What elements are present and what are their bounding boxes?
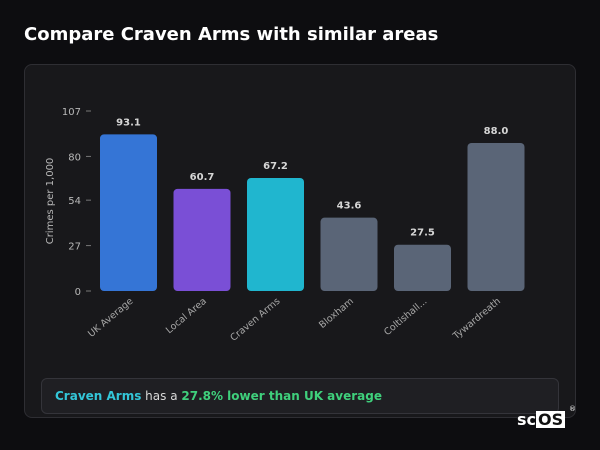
x-tick-label: Bloxham: [317, 296, 356, 331]
page-title: Compare Craven Arms with similar areas: [24, 24, 439, 45]
bar-value-label: 67.2: [263, 161, 288, 172]
chart-card: 0 27 54 80 107 Crimes per 1,000 93.1 UK Average…: [24, 64, 576, 418]
brand-suffix: OS: [536, 410, 566, 429]
bar: [320, 217, 378, 291]
callout-text: has a: [141, 389, 182, 403]
x-tick-label: Local Area: [164, 296, 209, 336]
x-tick-label: UK Average: [86, 296, 135, 340]
x-tick-label: Tywardreath: [450, 296, 503, 343]
brand-logo: sc OS ®: [517, 405, 576, 429]
comparison-callout: Craven Arms has a 27.8% lower than UK av…: [41, 378, 559, 414]
bar: [100, 134, 157, 291]
bar: [467, 142, 525, 291]
bar: [247, 177, 304, 291]
brand-prefix: sc: [517, 410, 537, 429]
bar: [394, 244, 451, 291]
callout-area-name: Craven Arms: [55, 389, 142, 403]
callout-statistic: 27.8% lower than UK average: [181, 389, 382, 403]
y-tick-label: 107: [62, 107, 81, 118]
bar-value-label: 60.7: [190, 172, 215, 183]
y-tick-label: 80: [68, 152, 81, 163]
x-tick-label: Coltishall...: [382, 296, 429, 338]
x-tick-label: Craven Arms: [228, 296, 282, 344]
y-tick-label: 0: [75, 287, 81, 298]
bar: [173, 188, 231, 291]
bar-value-label: 88.0: [484, 126, 509, 137]
bar-chart: 0 27 54 80 107 Crimes per 1,000 93.1 UK Average…: [45, 107, 525, 344]
y-tick-label: 27: [68, 242, 81, 253]
bar-value-label: 43.6: [337, 201, 362, 212]
bar-value-label: 27.5: [410, 228, 435, 239]
y-tick-label: 54: [68, 196, 81, 207]
y-axis-label: Crimes per 1,000: [45, 158, 56, 245]
registered-mark: ®: [569, 405, 576, 413]
bar-value-label: 93.1: [116, 117, 141, 128]
